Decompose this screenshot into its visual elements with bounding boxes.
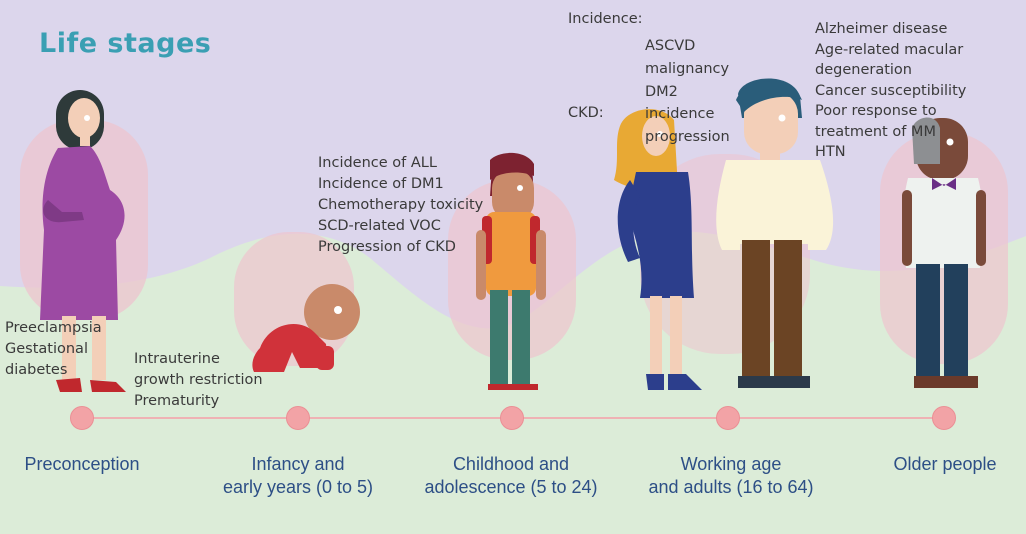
timeline-dot-adults bbox=[716, 406, 740, 430]
timeline-dot-older bbox=[932, 406, 956, 430]
diagram-title: Life stages bbox=[39, 28, 212, 59]
note-line: Progression of CKD bbox=[318, 239, 456, 255]
note-line: progression bbox=[645, 129, 730, 145]
note-line: treatment of MM bbox=[815, 123, 936, 140]
note-line: incidence bbox=[645, 106, 715, 122]
timeline-dot-preconception bbox=[70, 406, 94, 430]
note-line: SCD-related VOC bbox=[318, 218, 441, 234]
adult-woman-figure bbox=[614, 109, 702, 390]
note-line: DM2 bbox=[645, 84, 678, 100]
stage-label-preconception: Preconception bbox=[2, 453, 162, 476]
stage-label-line: Infancy and bbox=[251, 454, 345, 474]
note-line: Gestational bbox=[5, 341, 88, 357]
crawling-infant-figure bbox=[252, 284, 360, 372]
note-line: malignancy bbox=[645, 61, 730, 77]
pregnant-woman-figure bbox=[40, 90, 126, 392]
note-line: HTN bbox=[815, 144, 846, 160]
notes-adults-incidence-label: Incidence: bbox=[568, 11, 643, 27]
note-line: degeneration bbox=[815, 62, 912, 78]
note-line: Incidence of DM1 bbox=[318, 176, 444, 192]
note-line: Intrauterine bbox=[134, 351, 220, 367]
timeline-dot-childhood bbox=[500, 406, 524, 430]
notes-preconception: Preeclampsia Gestational diabetes bbox=[5, 318, 102, 381]
stage-label-line: Older people bbox=[893, 454, 997, 474]
note-line: diabetes bbox=[5, 362, 68, 378]
notes-adults-incidence: ASCVD malignancy DM2 bbox=[645, 35, 729, 104]
stage-label-line: adolescence (5 to 24) bbox=[424, 477, 598, 497]
timeline-dot-infancy bbox=[286, 406, 310, 430]
adult-man-figure bbox=[716, 78, 834, 388]
notes-childhood: Incidence of ALL Incidence of DM1 Chemot… bbox=[318, 153, 483, 258]
older-man-figure bbox=[902, 117, 986, 388]
notes-older: Alzheimer disease Age-related macular de… bbox=[815, 19, 966, 163]
notes-adults-ckd: incidence progression bbox=[645, 103, 730, 149]
stage-label-line: and adults (16 to 64) bbox=[648, 477, 814, 497]
notes-adults-ckd-label: CKD: bbox=[568, 105, 604, 121]
stage-label-older: Older people bbox=[870, 453, 1020, 476]
note-line: Alzheimer disease bbox=[815, 21, 948, 37]
note-line: Preeclampsia bbox=[5, 320, 102, 336]
note-line: Poor response to bbox=[815, 103, 937, 119]
stage-label-infancy: Infancy and early years (0 to 5) bbox=[198, 453, 398, 499]
stage-label-line: early years (0 to 5) bbox=[222, 477, 374, 497]
note-line: Prematurity bbox=[134, 393, 220, 409]
note-line: Incidence of ALL bbox=[318, 155, 437, 171]
note-line: Chemotherapy toxicity bbox=[318, 197, 484, 213]
note-line: growth restriction bbox=[134, 372, 263, 388]
note-line: Age-related macular bbox=[815, 41, 964, 58]
stage-label-line: Preconception bbox=[24, 454, 140, 474]
stage-label-line: Working age bbox=[680, 454, 782, 474]
notes-infancy: Intrauterine growth restriction Prematur… bbox=[134, 349, 263, 412]
stage-label-childhood: Childhood and adolescence (5 to 24) bbox=[406, 453, 616, 499]
note-line: ASCVD bbox=[645, 38, 696, 54]
stage-label-line: Childhood and bbox=[452, 454, 570, 474]
stage-label-adults: Working age and adults (16 to 64) bbox=[626, 453, 836, 499]
adolescent-figure bbox=[476, 152, 546, 390]
note-line: Cancer susceptibility bbox=[815, 82, 967, 99]
